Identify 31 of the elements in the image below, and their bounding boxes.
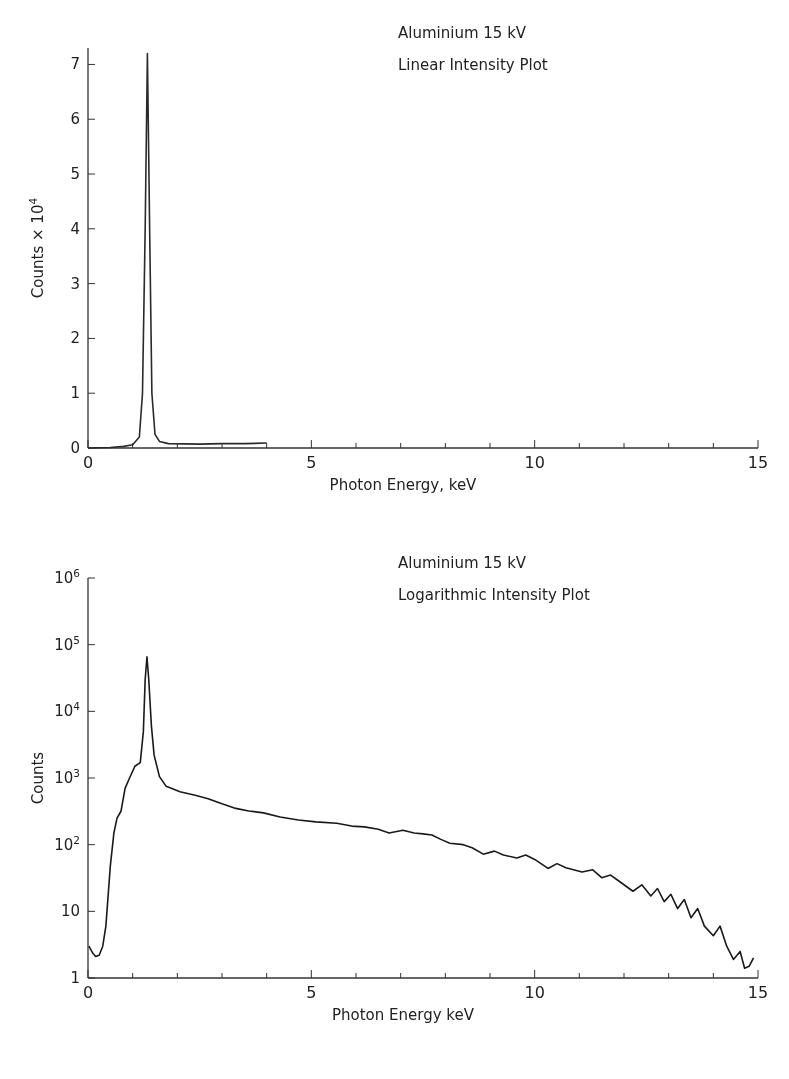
y-tick-label: 6 (70, 110, 80, 129)
y-tick-label: 4 (70, 219, 80, 238)
y-tick-label: 3 (70, 274, 80, 293)
chart-title: Aluminium 15 kV (398, 24, 527, 42)
x-tick-label: 5 (306, 453, 317, 472)
y-tick-label: 0 (70, 439, 80, 457)
y-tick-label: 10$^{4}$ (54, 700, 81, 721)
x-tick-label: 10 (524, 453, 545, 472)
x-tick-label: 0 (82, 453, 94, 472)
x-tick-label: 15 (747, 983, 769, 1002)
y-tick-label: 10$^{3}$ (54, 767, 80, 787)
y-tick-label: 1 (70, 969, 80, 987)
y-tick-label: 10$^{6}$ (54, 567, 81, 587)
y-tick-label: 10 (60, 902, 80, 921)
y-tick-label: 2 (70, 329, 80, 348)
y-axis-title: Counts (29, 751, 47, 805)
x-tick-label: 0 (82, 983, 94, 1002)
x-tick-label: 15 (747, 453, 769, 472)
x-axis-title: Photon Energy keV (332, 1006, 475, 1024)
x-tick-label: 5 (306, 983, 317, 1002)
y-tick-label: 10$^{5}$ (54, 633, 80, 654)
text: Logarithmic Intensity Plot (398, 586, 590, 604)
y-tick-label: 1 (70, 384, 80, 403)
line-series (88, 655, 755, 970)
y-tick-label: 10$^{2}$ (54, 833, 80, 854)
x-tick-label: 10 (524, 983, 545, 1002)
chart-title: Aluminium 15 kV (398, 554, 527, 572)
text: Linear Intensity Plot (398, 56, 548, 74)
y-tick-label: 5 (70, 165, 80, 184)
x-axis-title: Photon Energy, keV (329, 476, 478, 494)
y-tick-label: 7 (70, 55, 80, 74)
